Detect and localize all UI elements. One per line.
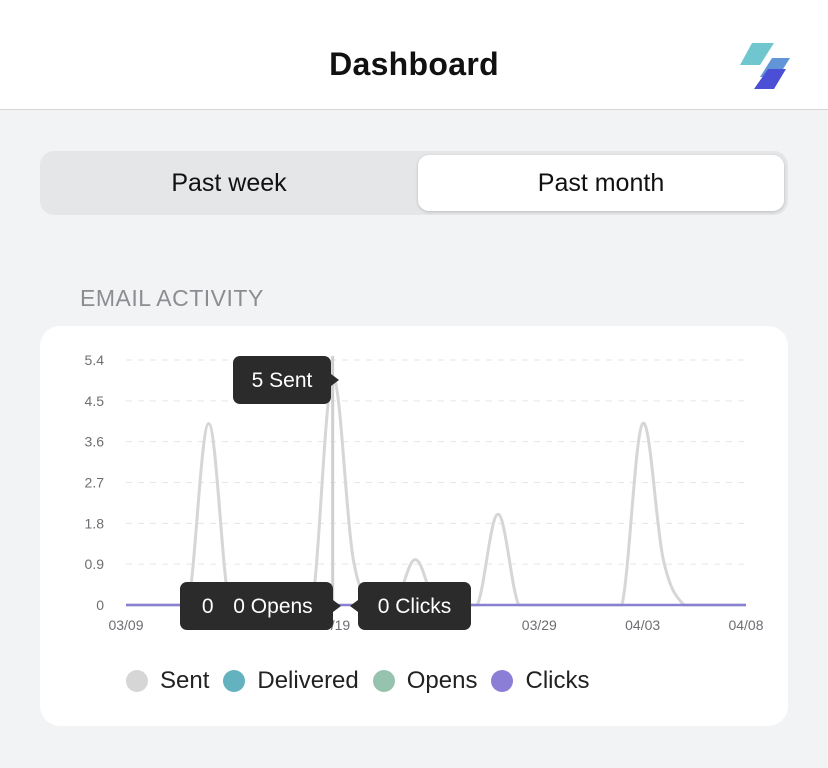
y-axis-ticks: 0 0.9 1.8 2.7 3.6 4.5 5.4 [85,352,105,613]
x-tick-label: 04/03 [625,617,660,633]
email-activity-chart[interactable]: 00.91.82.73.64.55.4 03/0903/1403/1903/24… [40,326,788,646]
legend-item-opens[interactable]: Opens [372,667,478,695]
legend-item-clicks[interactable]: Clicks [491,667,589,695]
tooltip-opens: 0 Opens [213,582,341,630]
legend-label-opens: Opens [406,667,478,694]
page-title: Dashboard [329,46,499,82]
legend-dot-sent [126,670,148,692]
x-tick-label: 03/09 [108,617,143,633]
y-tick-label: 0.9 [85,556,105,572]
legend-item-delivered[interactable]: Delivered [223,667,359,695]
legend-label-sent: Sent [160,667,210,694]
email-activity-card: 00.91.82.73.64.55.4 03/0903/1403/1903/24… [40,326,788,726]
svg-text:5 Sent: 5 Sent [252,369,313,392]
app-header: Dashboard [0,0,828,110]
y-tick-label: 5.4 [85,352,105,368]
y-tick-label: 0 [96,597,104,613]
x-tick-label: 03/29 [522,617,557,633]
past-month-tab[interactable]: Past month [418,155,784,211]
y-tick-label: 3.6 [85,434,105,450]
y-tick-label: 2.7 [85,475,105,491]
x-tick-label: 04/08 [728,617,763,633]
y-tick-label: 4.5 [85,393,105,409]
series-line-sent [126,376,746,607]
legend-dot-delivered [223,670,246,692]
chart-series [126,376,746,607]
legend-label-clicks: Clicks [525,667,590,694]
tooltip-clicks: 0 Clicks [350,582,471,630]
tooltip-sent: 5 Sent [233,356,339,404]
chart-legend: Sent Delivered Opens Clicks [126,666,603,696]
svg-text:0 Clicks: 0 Clicks [378,595,452,618]
time-range-segmented-control: Past week Past month [40,151,788,215]
app-logo-icon[interactable] [740,43,790,91]
legend-item-sent[interactable]: Sent [126,667,209,695]
legend-dot-clicks [491,670,514,692]
y-tick-label: 1.8 [85,515,105,531]
legend-dot-opens [372,670,395,692]
svg-text:0 Opens: 0 Opens [233,595,312,618]
email-activity-heading: EMAIL ACTIVITY [80,285,264,311]
past-week-tab[interactable]: Past week [171,169,287,197]
legend-label-delivered: Delivered [257,667,359,694]
